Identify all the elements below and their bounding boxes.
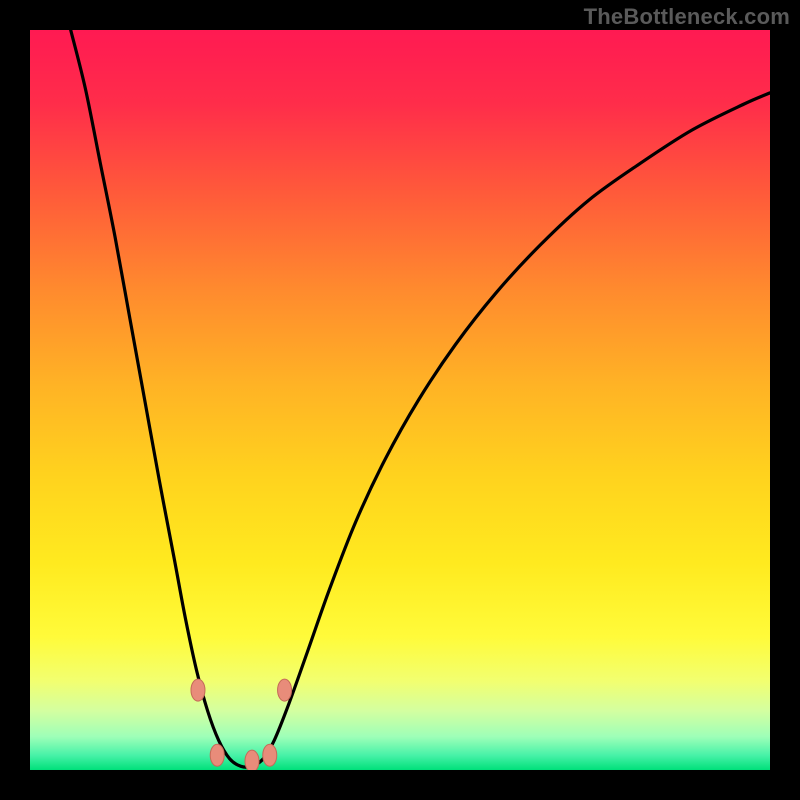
v-marker-1 <box>210 744 224 766</box>
v-marker-4 <box>278 679 292 701</box>
chart-root: TheBottleneck.com <box>0 0 800 800</box>
watermark-text: TheBottleneck.com <box>584 4 790 30</box>
gradient-background <box>30 30 770 770</box>
plot-svg <box>30 30 770 770</box>
plot-area <box>30 30 770 770</box>
v-marker-3 <box>263 744 277 766</box>
v-marker-0 <box>191 679 205 701</box>
v-marker-2 <box>245 750 259 770</box>
